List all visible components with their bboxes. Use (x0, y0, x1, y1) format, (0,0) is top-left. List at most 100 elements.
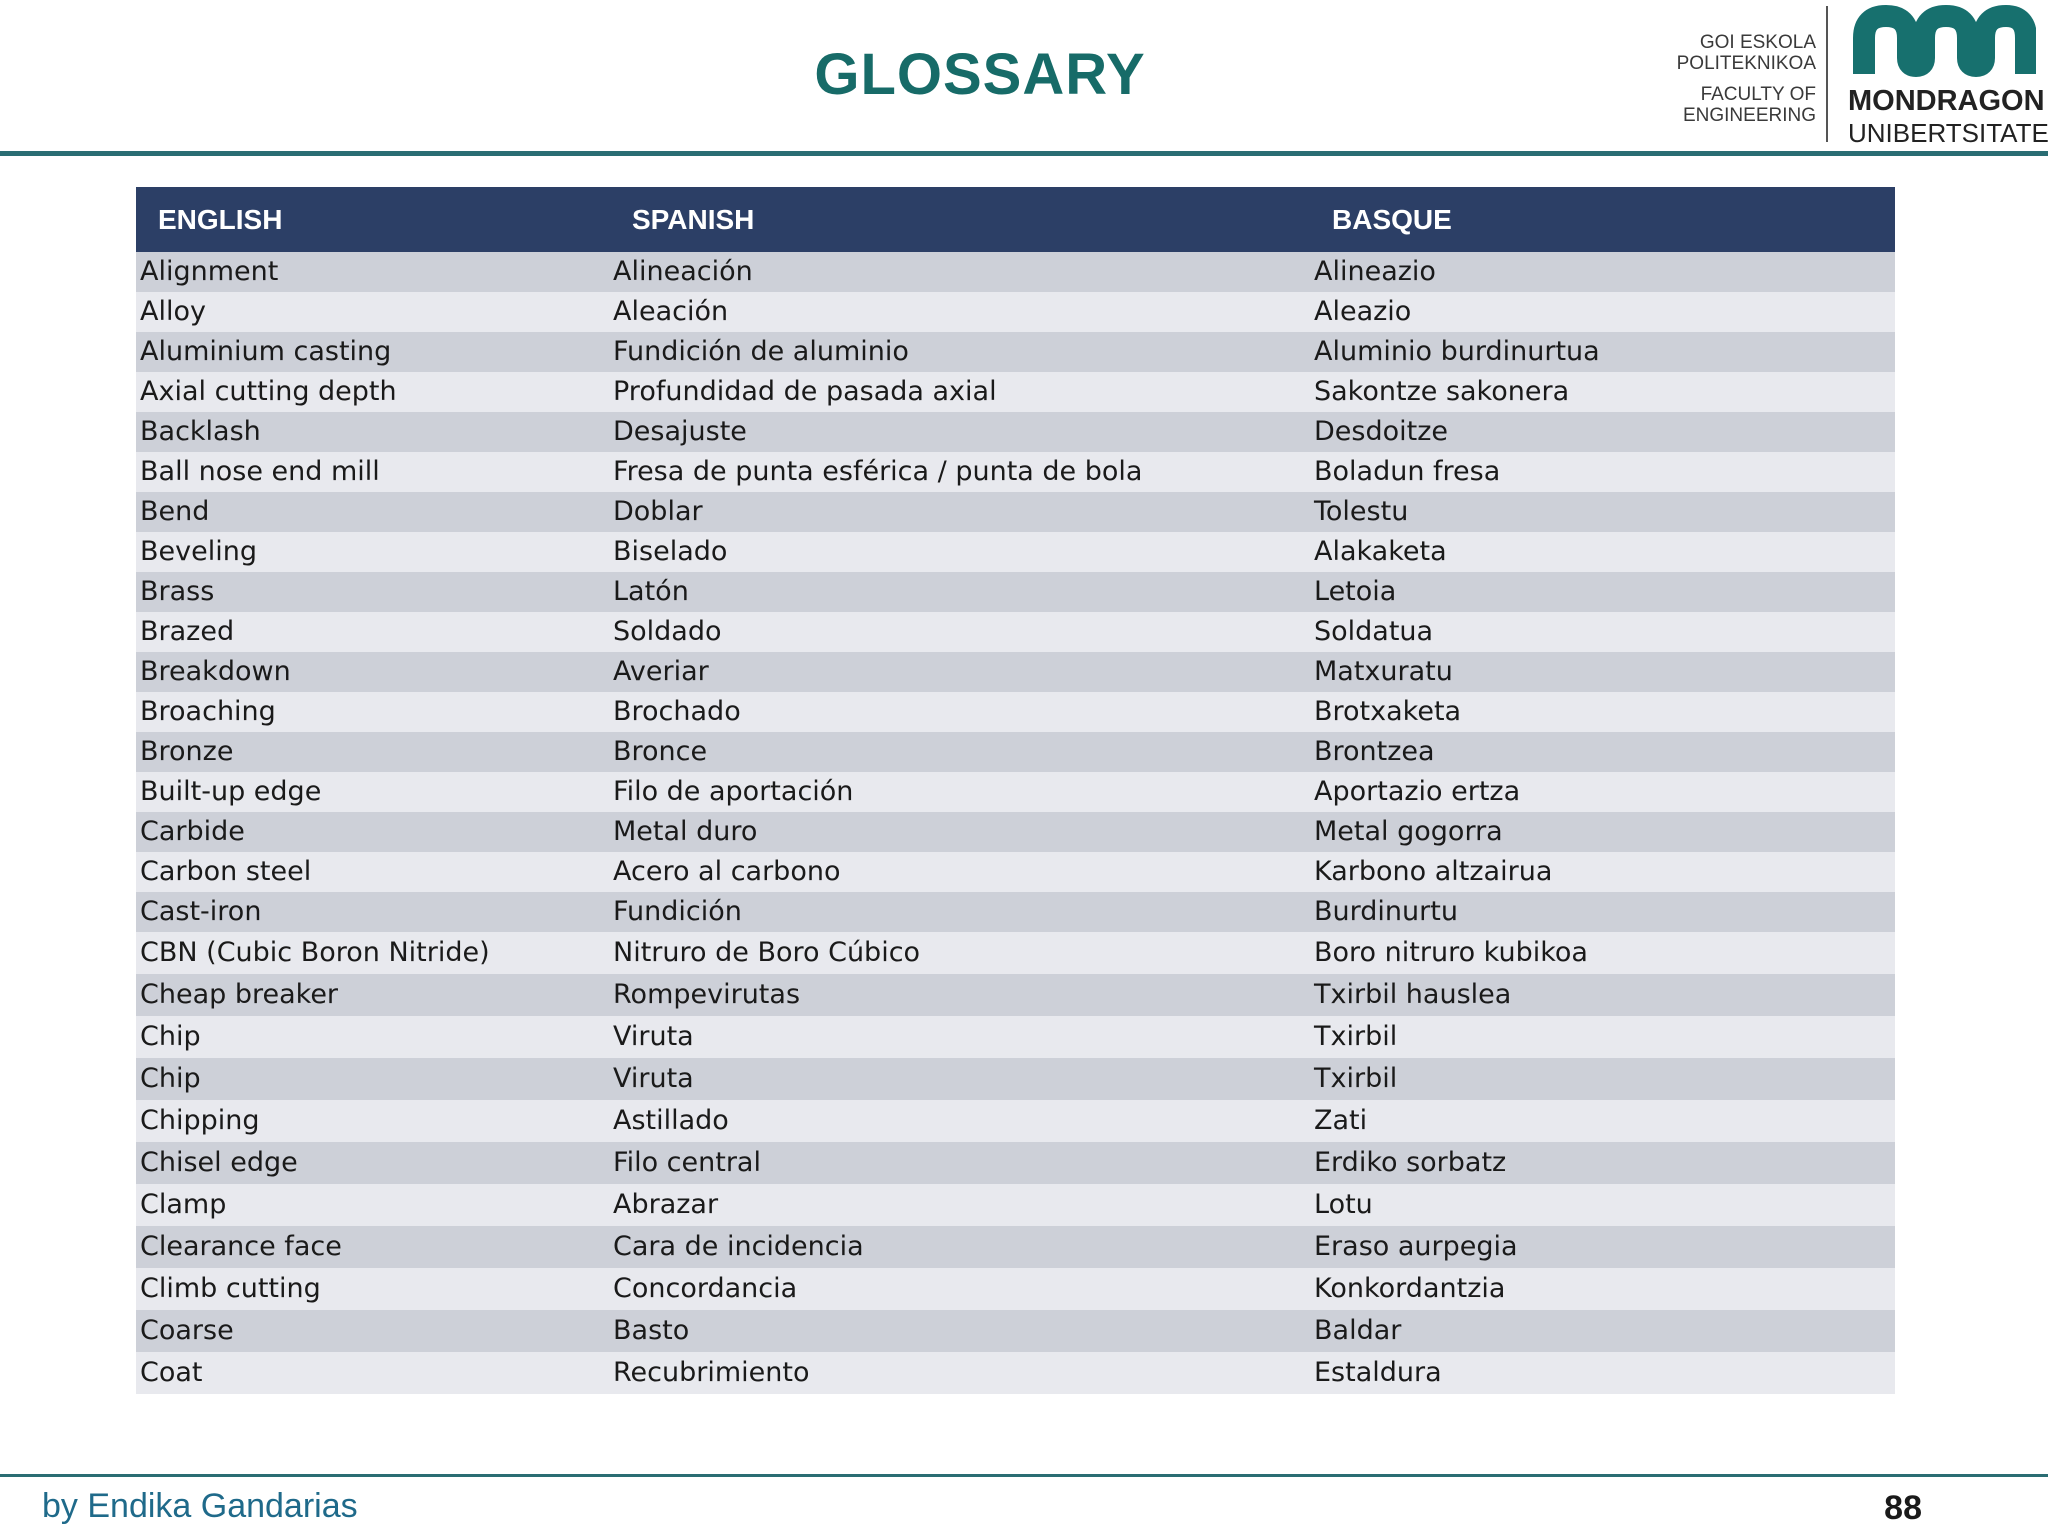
table-row: Brass Latón Letoia (136, 572, 1895, 612)
footer-rule (0, 1474, 2048, 1477)
cell-basque: Estaldura (1314, 1357, 1442, 1388)
cell-spanish: Biselado (613, 536, 728, 567)
table-row: Carbon steel Acero al carbono Karbono altz… (136, 852, 1895, 892)
cell-basque: Alakaketa (1314, 536, 1447, 567)
cell-basque: Brontzea (1314, 736, 1435, 767)
cell-english: Alignment (140, 256, 279, 287)
table-row: Clamp Abrazar Lotu (136, 1184, 1895, 1226)
cell-english: Brazed (140, 616, 235, 647)
header-spanish: SPANISH (632, 204, 755, 235)
cell-spanish: Soldado (613, 616, 722, 647)
cell-english: Carbide (140, 816, 245, 847)
cell-basque: Lotu (1314, 1189, 1373, 1220)
table-row: Coarse Basto Baldar (136, 1310, 1895, 1352)
cell-spanish: Viruta (613, 1021, 694, 1052)
table-row: Brazed Soldado Soldatua (136, 612, 1895, 652)
university-line-1: MONDRAGON (1848, 85, 2045, 117)
table-row: Alloy Aleación Aleazio (136, 292, 1895, 332)
school-line-2: POLITEKNIKOA (1676, 53, 1816, 74)
cell-english: CBN (Cubic Boron Nitride) (140, 937, 490, 968)
cell-english: Cheap breaker (140, 979, 339, 1010)
cell-basque: Zati (1314, 1105, 1368, 1136)
cell-basque: Erdiko sorbatz (1314, 1147, 1507, 1178)
table-row: Alignment Alineación Alineazio (136, 252, 1895, 292)
cell-basque: Burdinurtu (1314, 896, 1458, 927)
table-row: Carbide Metal duro Metal gogorra (136, 812, 1895, 852)
university-line-2: UNIBERTSITATEA (1848, 118, 2048, 148)
cell-english: Backlash (140, 416, 261, 447)
cell-english: Axial cutting depth (140, 376, 397, 407)
university-name: MONDRAGON UNIBERTSITATEA (1848, 84, 2048, 148)
cell-english: Breakdown (140, 656, 291, 687)
cell-basque: Txirbil (1314, 1063, 1398, 1094)
cell-spanish: Averiar (613, 656, 709, 687)
cell-basque: Soldatua (1314, 616, 1434, 647)
mondragon-logo-icon (1853, 5, 2036, 77)
logo-divider (1826, 6, 1828, 142)
cell-english: Aluminium casting (140, 336, 392, 367)
faculty-line-2: ENGINEERING (1682, 105, 1816, 126)
cell-spanish: Recubrimiento (613, 1357, 810, 1388)
cell-english: Built-up edge (140, 776, 322, 807)
cell-basque: Metal gogorra (1314, 816, 1503, 847)
table-body: Alignment Alineación Alineazio Alloy Aleació… (136, 252, 1895, 1394)
cell-spanish: Nitruro de Boro Cúbico (613, 937, 921, 968)
table-row: Broaching Brochado Brotxaketa (136, 692, 1895, 732)
table-header: ENGLISH SPANISH BASQUE (136, 187, 1895, 252)
table-row: Clearance face Cara de incidencia Eraso au… (136, 1226, 1895, 1268)
table-row: Chip Viruta Txirbil (136, 1058, 1895, 1100)
cell-basque: Aleazio (1314, 296, 1412, 327)
cell-spanish: Basto (613, 1315, 690, 1346)
cell-spanish: Aleación (613, 296, 729, 327)
cell-english: Chipping (140, 1105, 260, 1136)
cell-spanish: Filo de aportación (613, 776, 854, 807)
faculty-line-1: FACULTY OF (1700, 84, 1816, 105)
cell-basque: Aportazio ertza (1314, 776, 1521, 807)
cell-spanish: Brochado (613, 696, 741, 727)
cell-basque: Karbono altzairua (1314, 856, 1553, 887)
cell-english: Chisel edge (140, 1147, 298, 1178)
cell-spanish: Abrazar (613, 1189, 719, 1220)
cell-spanish: Desajuste (613, 416, 747, 447)
table-row: Backlash Desajuste Desdoitze (136, 412, 1895, 452)
table-row: Beveling Biselado Alakaketa (136, 532, 1895, 572)
cell-basque: Desdoitze (1314, 416, 1448, 447)
cell-spanish: Rompevirutas (613, 979, 801, 1010)
cell-spanish: Cara de incidencia (613, 1231, 864, 1262)
header-english: ENGLISH (158, 204, 283, 235)
cell-english: Clamp (140, 1189, 227, 1220)
table-row: Bronze Bronce Brontzea (136, 732, 1895, 772)
table-row: Chipping Astillado Zati (136, 1100, 1895, 1142)
cell-english: Coat (140, 1357, 203, 1388)
cell-basque: Txirbil (1314, 1021, 1398, 1052)
cell-spanish: Profundidad de pasada axial (613, 376, 997, 407)
cell-spanish: Acero al carbono (613, 856, 841, 887)
table-row: Chisel edge Filo central Erdiko sorbatz (136, 1142, 1895, 1184)
cell-basque: Brotxaketa (1314, 696, 1462, 727)
cell-basque: Baldar (1314, 1315, 1402, 1346)
cell-english: Ball nose end mill (140, 456, 380, 487)
cell-spanish: Fundición de aluminio (613, 336, 909, 367)
cell-english: Cast-iron (140, 896, 262, 927)
cell-english: Chip (140, 1021, 201, 1052)
cell-spanish: Bronce (613, 736, 708, 767)
cell-basque: Matxuratu (1314, 656, 1453, 687)
table-row: Axial cutting depth Profundidad de pasada… (136, 372, 1895, 412)
header-basque: BASQUE (1332, 204, 1452, 235)
cell-spanish: Latón (613, 576, 689, 607)
cell-english: Chip (140, 1063, 201, 1094)
cell-english: Clearance face (140, 1231, 342, 1262)
cell-english: Bronze (140, 736, 234, 767)
page-number: 88 (1884, 1489, 1922, 1527)
cell-english: Carbon steel (140, 856, 312, 887)
cell-english: Beveling (140, 536, 257, 567)
cell-basque: Txirbil hauslea (1314, 979, 1512, 1010)
cell-basque: Konkordantzia (1314, 1273, 1506, 1304)
table-row: CBN (Cubic Boron Nitride) Nitruro de Boro… (136, 932, 1895, 974)
cell-english: Broaching (140, 696, 276, 727)
cell-basque: Aluminio burdinurtua (1314, 336, 1600, 367)
table-row: Chip Viruta Txirbil (136, 1016, 1895, 1058)
school-name-block: GOI ESKOLA POLITEKNIKOA FACULTY OF ENGIN… (1650, 32, 1816, 126)
glossary-table: ENGLISH SPANISH BASQUE Alignment Alineaci… (136, 187, 1895, 1394)
table-row: Breakdown Averiar Matxuratu (136, 652, 1895, 692)
